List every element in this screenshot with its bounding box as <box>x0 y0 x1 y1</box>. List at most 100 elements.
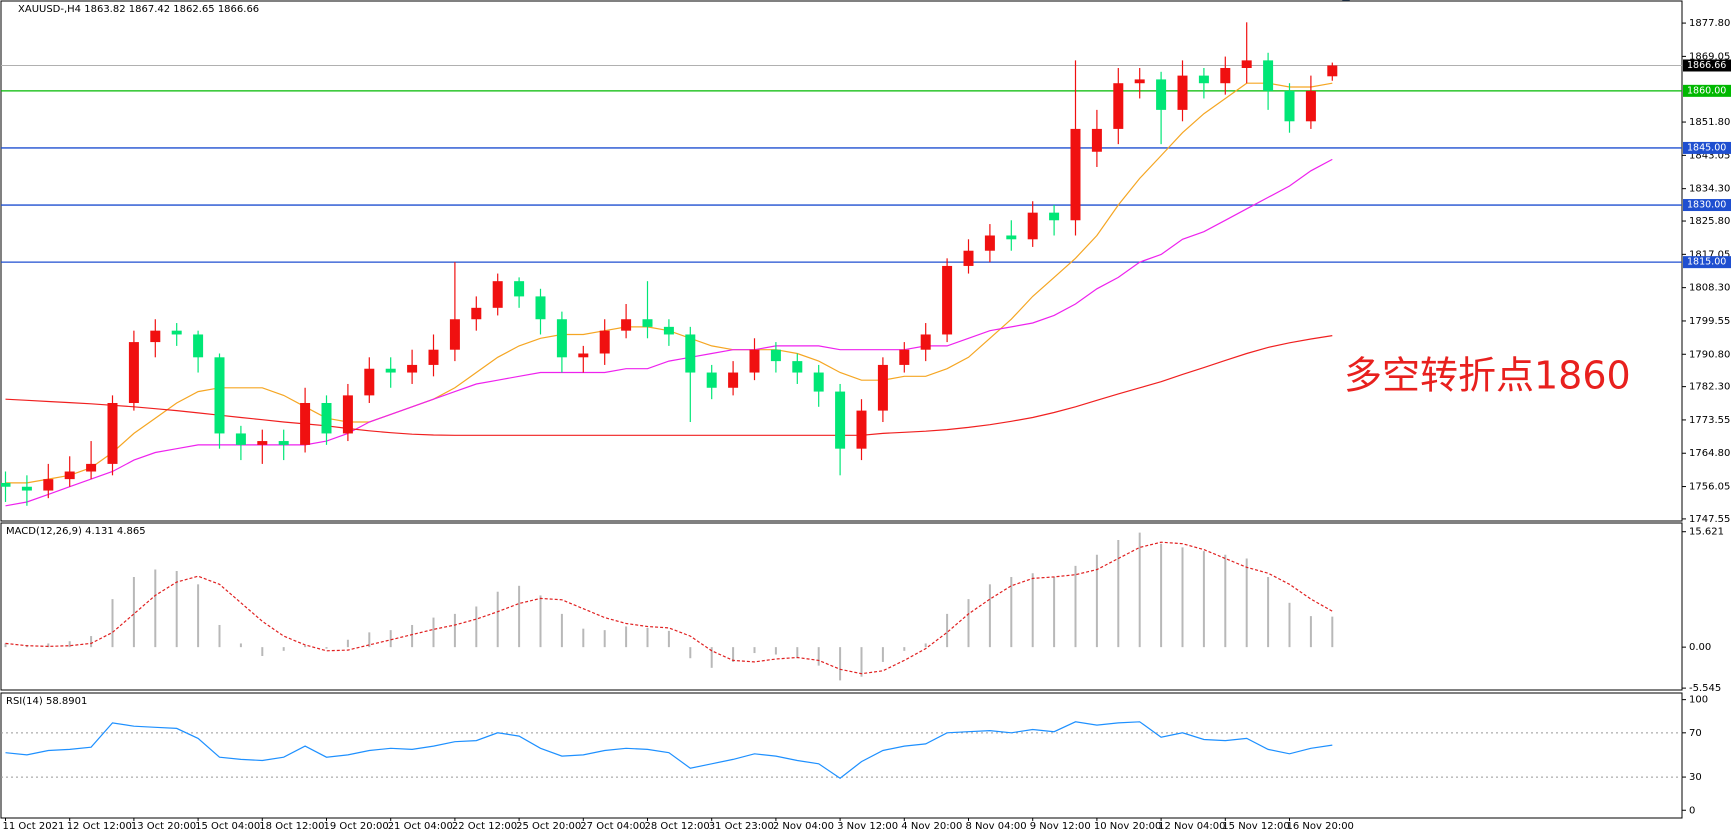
panel-title: RSI(14) 58.8901 <box>6 696 87 707</box>
candle-body <box>300 402 311 445</box>
x-tick-label: 13 Oct 20:00 <box>131 821 196 832</box>
panel-plot <box>1 721 1682 779</box>
candle-body <box>899 349 910 365</box>
x-tick-label: 27 Oct 04:00 <box>580 821 645 832</box>
panel-title: XAUUSD-,H4 1863.82 1867.42 1862.65 1866.… <box>18 4 259 15</box>
last-price-label: 1866.66 <box>1687 60 1726 71</box>
candle-body <box>449 319 460 350</box>
y-tick-label: 0.00 <box>1689 642 1711 653</box>
candle-body <box>193 334 204 358</box>
y-tick-label: 1799.55 <box>1689 316 1730 327</box>
candle-body <box>749 349 760 373</box>
y-tick-label: 15.621 <box>1689 527 1724 538</box>
candle-body <box>342 395 353 434</box>
candle-body <box>278 441 289 445</box>
candle-body <box>835 391 846 449</box>
x-tick-label: 8 Nov 04:00 <box>966 821 1027 832</box>
y-tick-label: 1773.55 <box>1689 415 1730 426</box>
level-label: 1830.00 <box>1687 200 1726 211</box>
y-tick-label: -5.545 <box>1689 683 1721 694</box>
candle-body <box>1027 212 1038 240</box>
y-tick-label: 1782.30 <box>1689 382 1730 393</box>
candle-body <box>792 361 803 373</box>
y-tick-label: 1790.80 <box>1689 349 1730 360</box>
candle-body <box>1305 90 1316 122</box>
candle-body <box>535 296 546 320</box>
macd-signal <box>5 541 1333 675</box>
y-tick-label: 1843.05 <box>1689 150 1730 161</box>
x-tick-label: 19 Oct 20:00 <box>324 821 389 832</box>
candle-body <box>86 463 97 472</box>
y-tick-label: 1808.30 <box>1689 283 1730 294</box>
x-tick-label: 4 Nov 20:00 <box>901 821 962 832</box>
x-tick-label: 2 Nov 04:00 <box>773 821 834 832</box>
x-tick-label: 10 Nov 20:00 <box>1094 821 1161 832</box>
y-tick-label: 100 <box>1689 695 1708 706</box>
candle-body <box>1113 83 1124 129</box>
candle-body <box>813 372 824 392</box>
candle-body <box>1284 90 1295 122</box>
y-tick-label: 1817.05 <box>1689 249 1730 260</box>
panel-frame <box>0 692 1683 819</box>
candle-body <box>257 441 268 445</box>
candle-body <box>599 330 610 354</box>
level-label-box <box>1683 84 1731 97</box>
candle-body <box>1327 65 1338 77</box>
moving-average <box>5 335 1333 436</box>
y-tick-label: 1834.30 <box>1689 184 1730 195</box>
level-label-box <box>1683 141 1731 154</box>
y-tick-label: 0 <box>1689 805 1695 816</box>
candle-body <box>1 482 11 487</box>
candle-body <box>942 265 953 335</box>
x-tick-label: 15 Oct 04:00 <box>195 821 260 832</box>
x-tick-label: 11 Oct 2021 <box>3 821 65 832</box>
candle-body <box>214 357 225 434</box>
x-tick-label: 18 Oct 12:00 <box>259 821 324 832</box>
panel-plot <box>1 22 1682 507</box>
candle-body <box>64 471 75 480</box>
x-tick-label: 15 Nov 12:00 <box>1222 821 1289 832</box>
candle-body <box>235 433 246 445</box>
candle-body <box>428 349 439 365</box>
candle-body <box>1198 75 1209 84</box>
x-tick-label: 12 Nov 04:00 <box>1158 821 1225 832</box>
y-tick-label: 70 <box>1689 728 1702 739</box>
candle-body <box>963 250 974 266</box>
annotation: 多空转折点1860 <box>1344 354 1631 398</box>
y-tick-label: 1756.05 <box>1689 482 1730 493</box>
candle-body <box>728 372 739 388</box>
candle-body <box>1241 60 1252 68</box>
y-tick-label: 1747.55 <box>1689 514 1730 525</box>
x-tick-label: 3 Nov 12:00 <box>837 821 898 832</box>
candle-body <box>1177 75 1188 110</box>
candle-body <box>770 349 781 362</box>
candle-body <box>43 479 54 491</box>
candle-body <box>685 334 696 373</box>
candle-body <box>1156 79 1167 110</box>
candle-body <box>321 402 332 434</box>
x-tick-label: 9 Nov 12:00 <box>1030 821 1091 832</box>
x-tick-label: 16 Nov 20:00 <box>1287 821 1354 832</box>
level-label-box <box>1683 256 1731 269</box>
last-price-box <box>1683 59 1731 72</box>
candle-body <box>578 353 589 358</box>
candle-body <box>984 235 995 251</box>
candle-body <box>385 368 396 373</box>
candle-body <box>663 326 674 335</box>
candle-body <box>514 281 525 297</box>
candle-body <box>364 368 375 396</box>
level-label-box <box>1683 199 1731 212</box>
level-label: 1845.00 <box>1687 142 1726 153</box>
candle-body <box>556 319 567 358</box>
candle-body <box>471 307 482 320</box>
moving-average <box>5 158 1333 507</box>
rsi-line <box>5 721 1333 779</box>
x-tick-label: 25 Oct 20:00 <box>516 821 581 832</box>
candle-body <box>1049 212 1060 221</box>
y-tick-label: 1764.80 <box>1689 448 1730 459</box>
candle-body <box>1263 60 1274 91</box>
level-label: 1860.00 <box>1687 85 1726 96</box>
x-tick-label: 28 Oct 12:00 <box>645 821 710 832</box>
candle-body <box>492 281 503 308</box>
